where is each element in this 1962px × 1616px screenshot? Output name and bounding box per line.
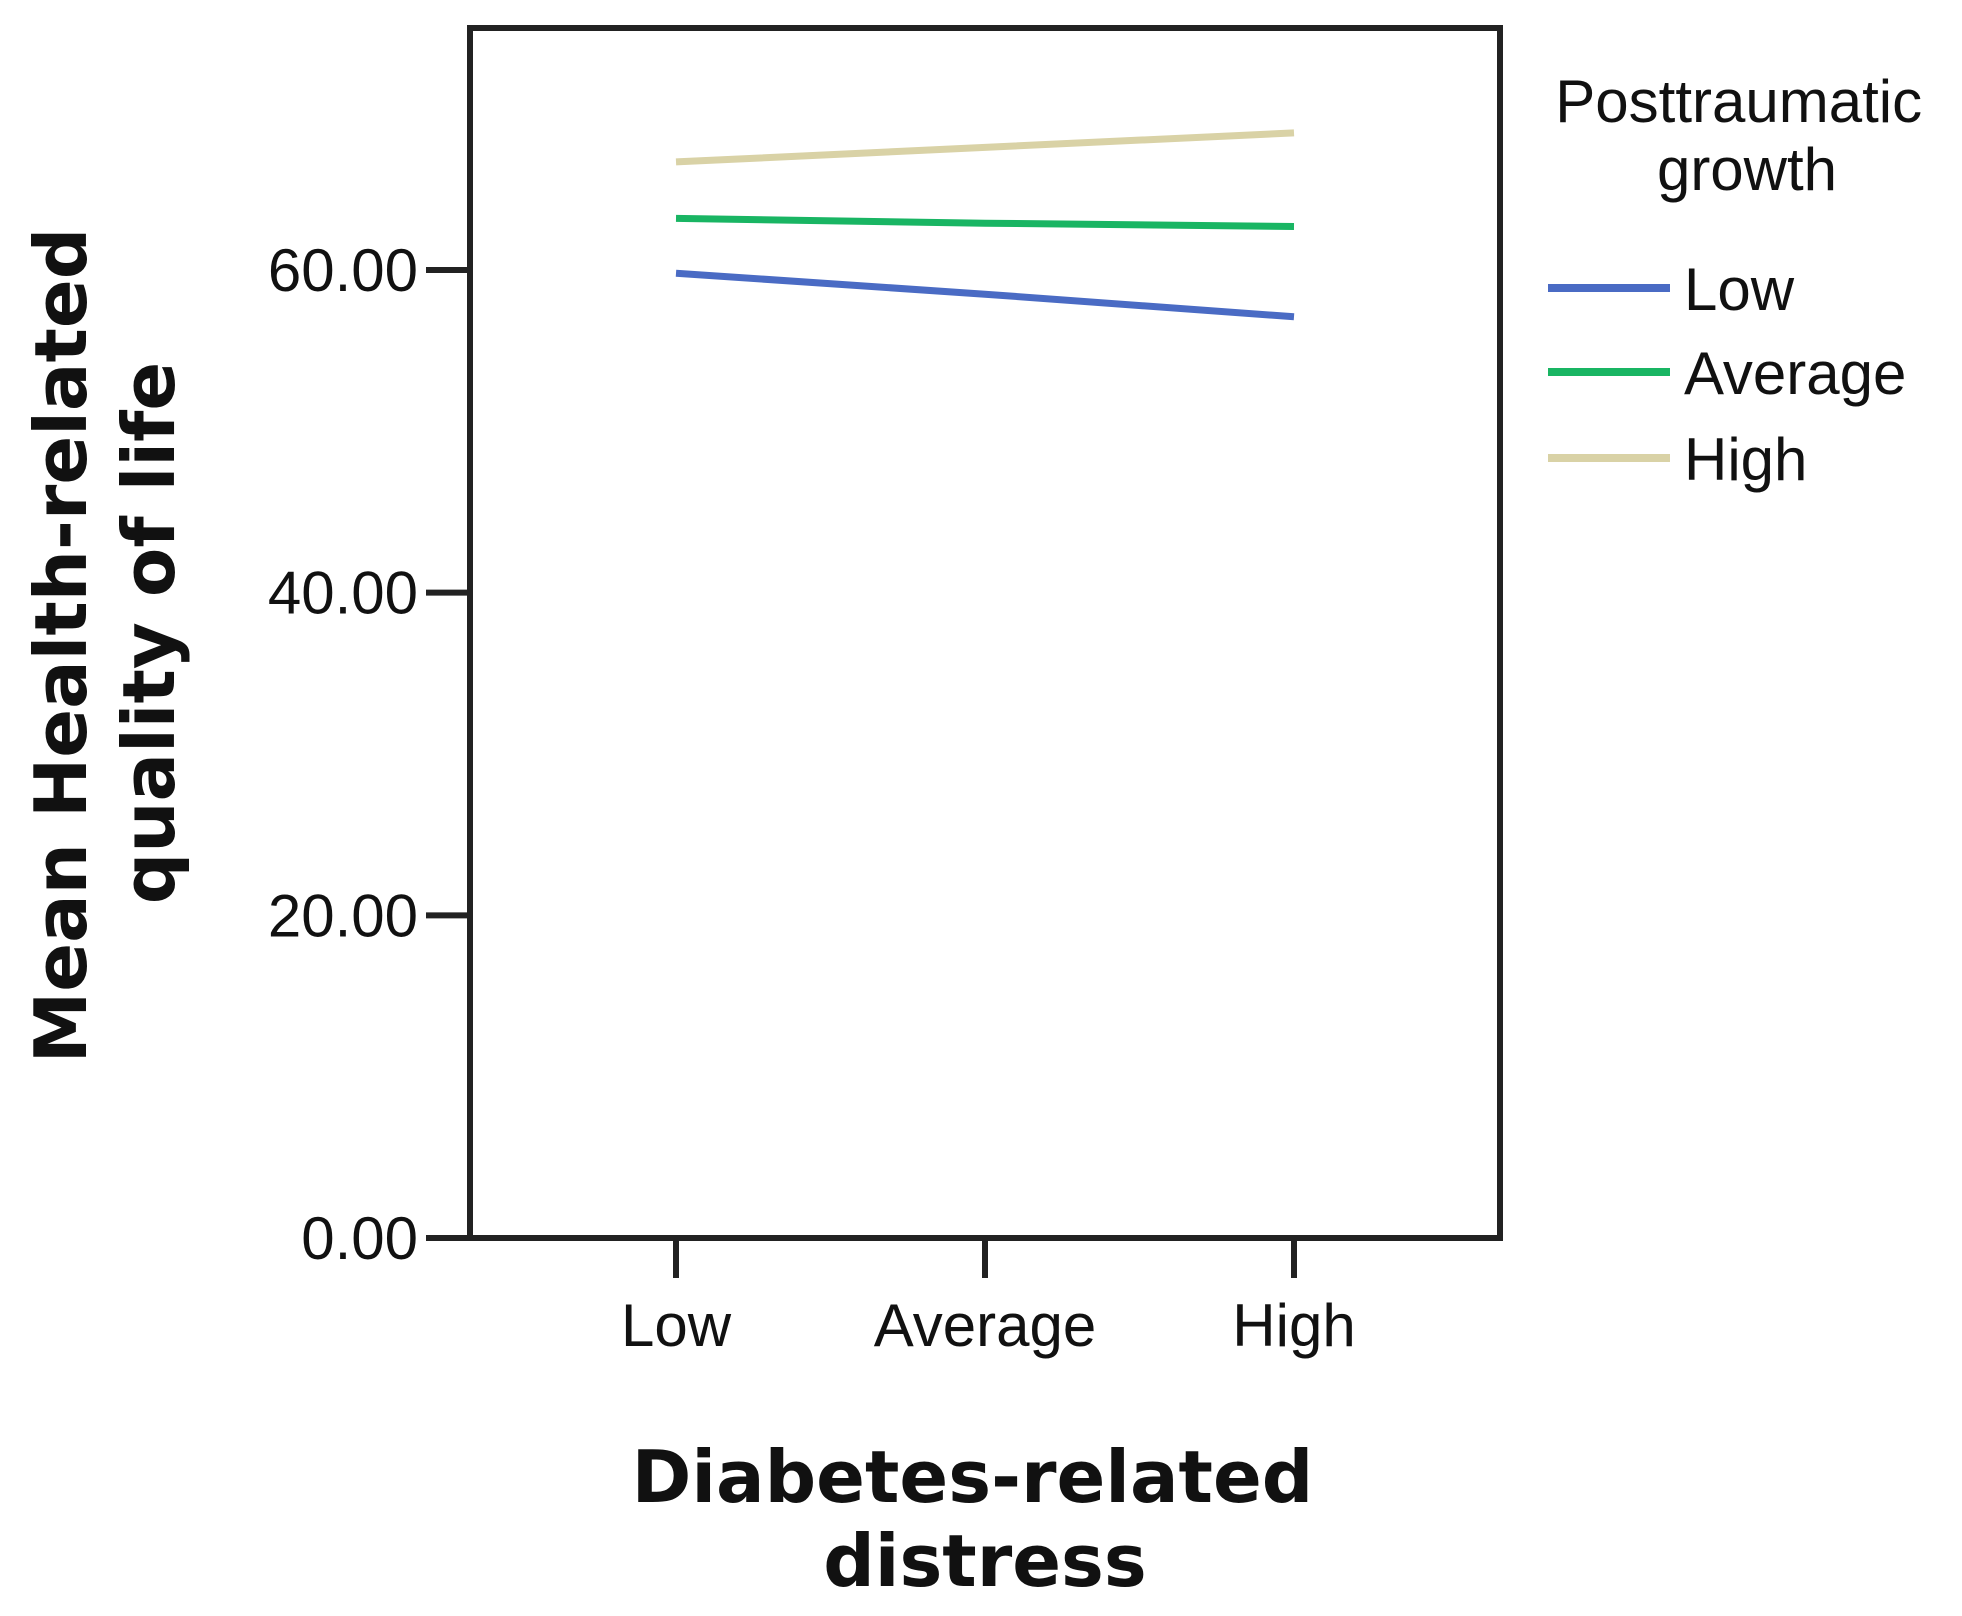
y-tick-label: 60.00 — [268, 237, 418, 304]
y-axis-title-line-2: quality of life — [107, 362, 191, 905]
series-line-high — [675, 129, 1295, 166]
x-tick-label: High — [1232, 1292, 1355, 1359]
series-lines — [675, 129, 1295, 321]
x-tick-label: Average — [874, 1292, 1096, 1359]
y-axis-title: Mean Health-related quality of life — [19, 203, 191, 1064]
legend-title-line-1: Posttraumatic — [1555, 68, 1922, 135]
y-tick-label: 40.00 — [268, 560, 418, 627]
y-tick-label: 20.00 — [268, 882, 418, 949]
legend: Posttraumatic growth Low Average High — [1548, 68, 1938, 493]
legend-title-line-2: growth — [1657, 136, 1837, 203]
series-line-low — [675, 269, 1295, 321]
y-axis-title-line-1: Mean Health-related — [19, 228, 103, 1064]
x-tick-label: Low — [621, 1292, 732, 1359]
legend-title: Posttraumatic growth — [1555, 68, 1938, 203]
plot-frame — [467, 25, 1503, 1241]
series-line-average — [675, 214, 1295, 230]
y-axis-ticks: 0.00 20.00 40.00 60.00 — [268, 237, 470, 1272]
legend-label-average: Average — [1684, 340, 1906, 407]
y-tick-label: 0.00 — [301, 1205, 418, 1272]
x-axis-ticks: Low Average High — [621, 1238, 1356, 1359]
legend-label-low: Low — [1684, 256, 1795, 323]
x-axis-title-line-1: Diabetes-related — [632, 1435, 1314, 1519]
x-axis-title-line-2: distress — [823, 1519, 1147, 1603]
x-axis-title: Diabetes-related distress — [632, 1435, 1339, 1603]
legend-label-high: High — [1684, 426, 1807, 493]
